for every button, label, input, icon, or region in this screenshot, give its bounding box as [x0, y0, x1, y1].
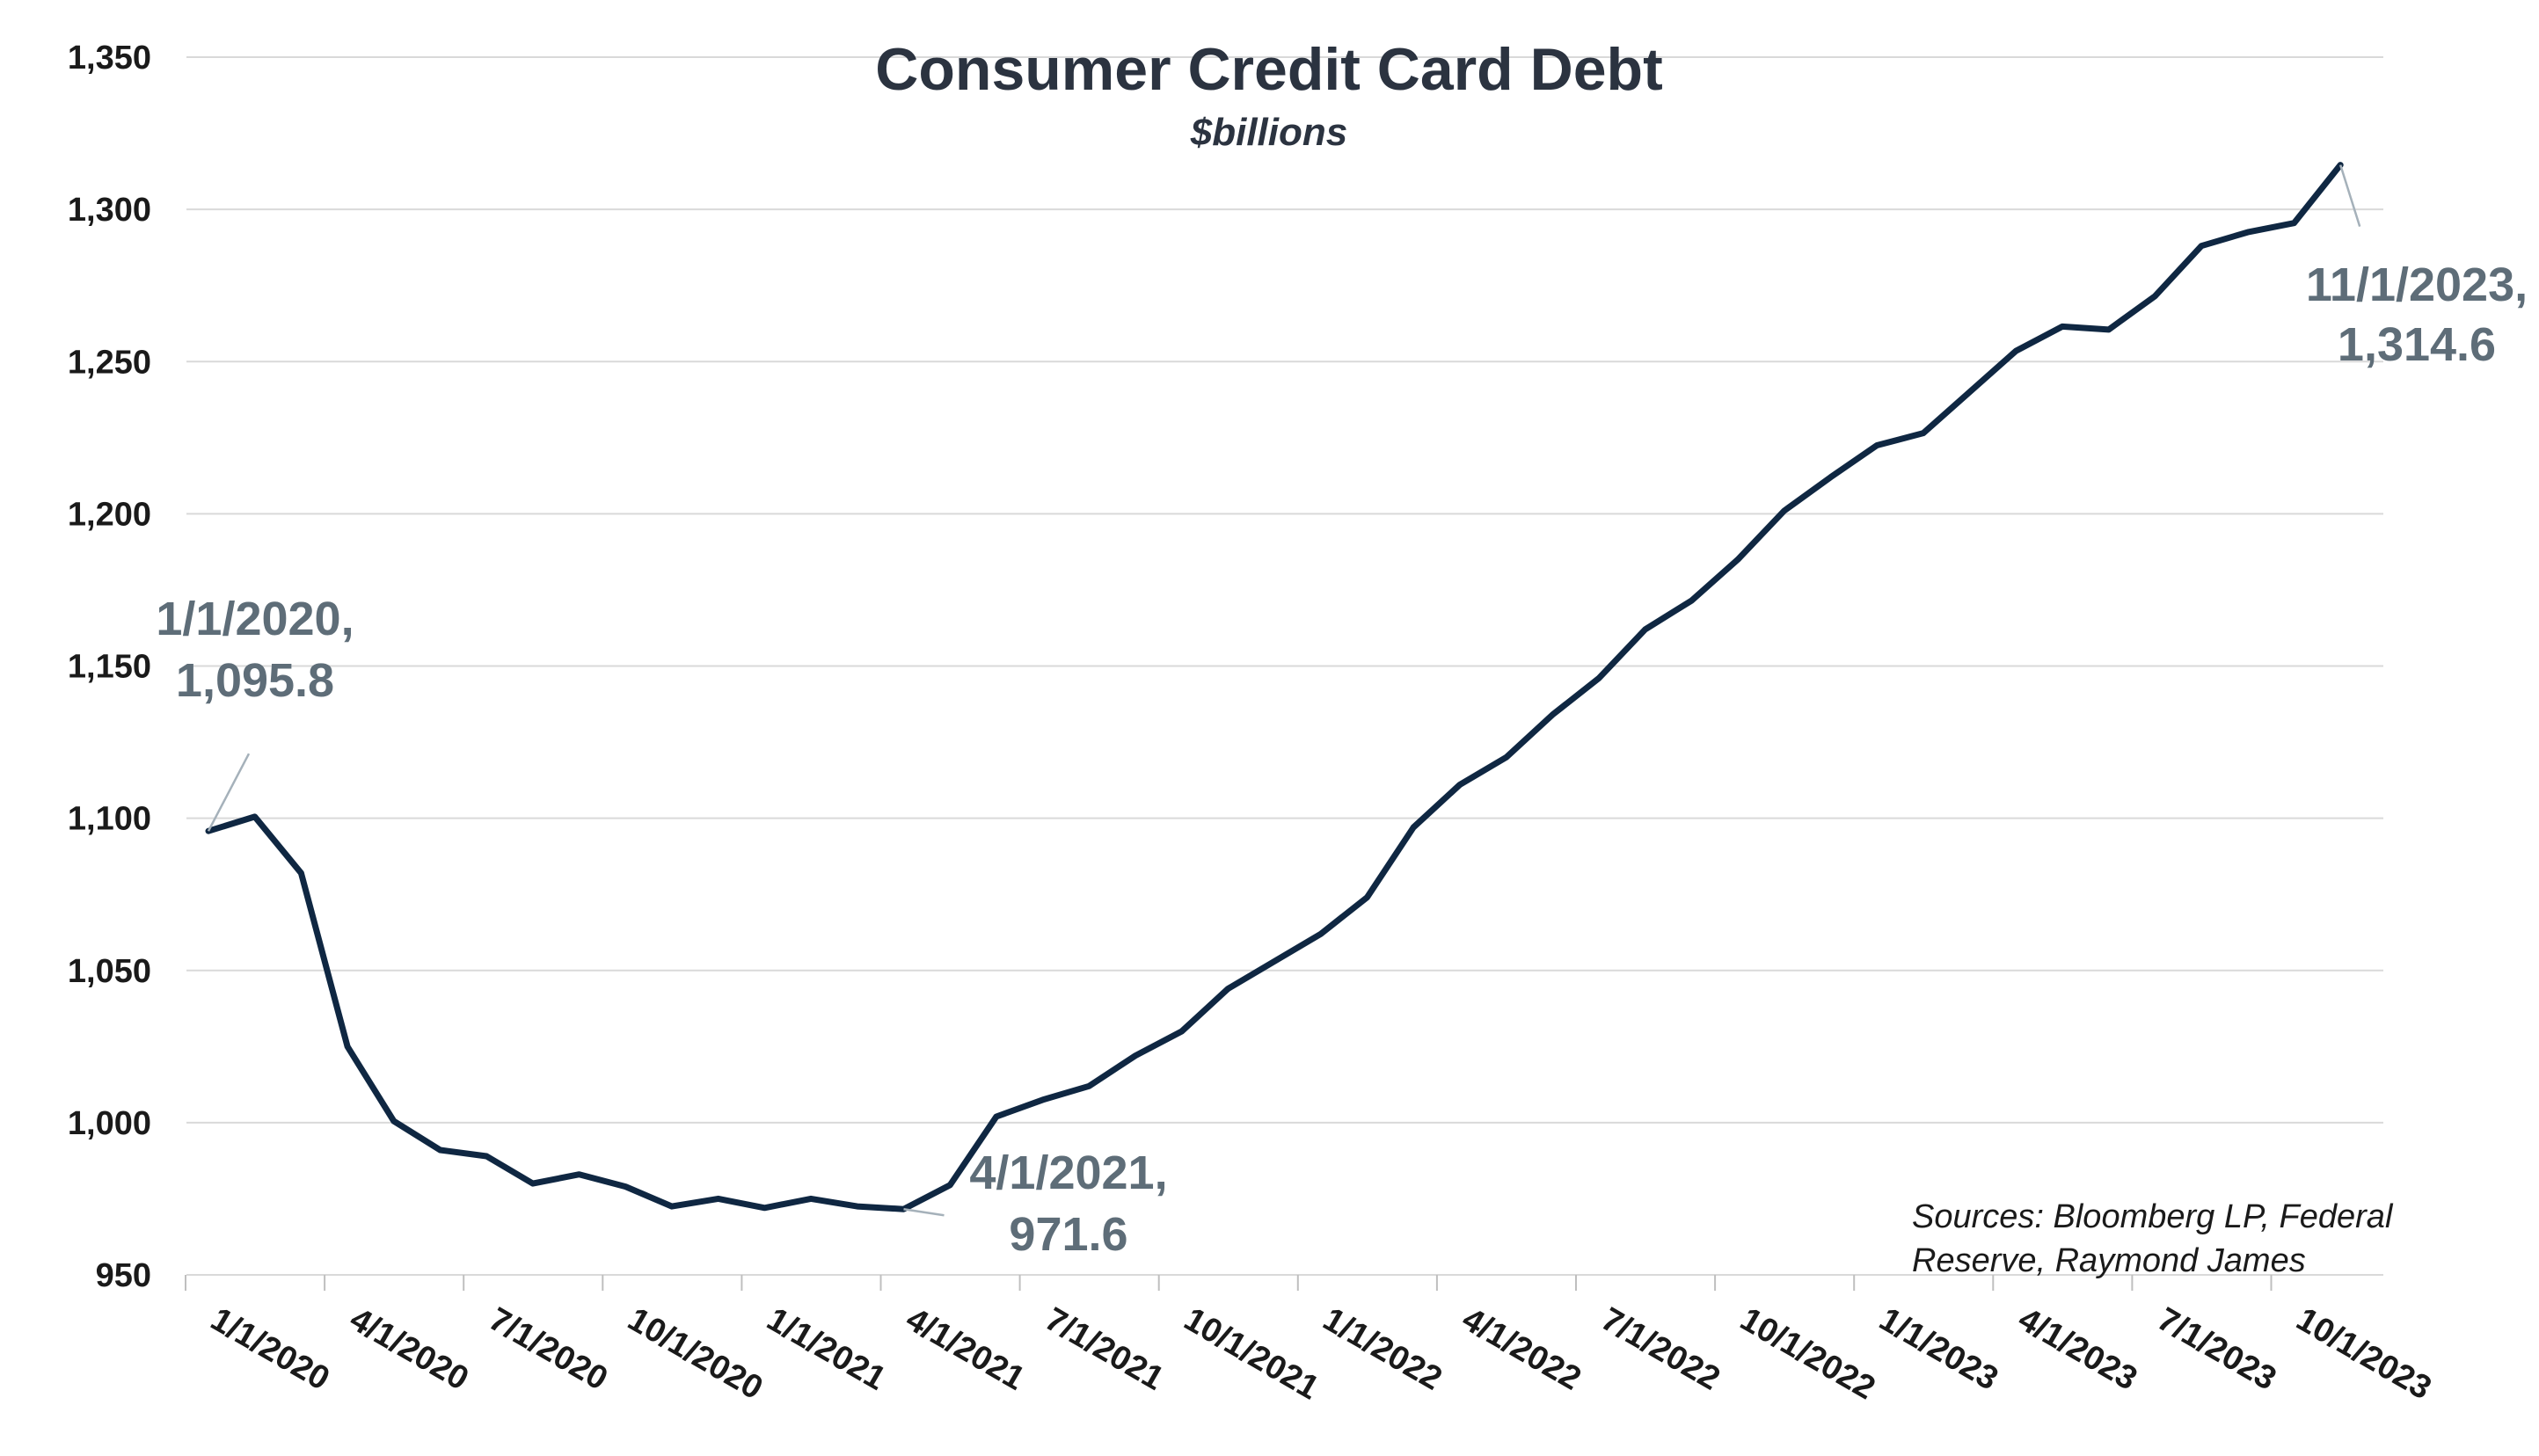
y-tick-label: 1,050: [68, 953, 151, 990]
x-tick-label: 1/1/2023: [1873, 1300, 2004, 1397]
annotation-leaders: [207, 164, 2361, 1217]
x-tick-label: 10/1/2022: [1734, 1300, 1881, 1407]
chart-subtitle: $billions: [1190, 111, 1347, 154]
source-note-line-1: Sources: Bloomberg LP, Federal: [1912, 1198, 2394, 1235]
y-tick-label: 1,150: [68, 649, 151, 686]
gridlines: [186, 56, 2383, 1124]
annotation-leader-line: [2339, 164, 2361, 227]
y-tick-label: 1,250: [68, 344, 151, 381]
x-tick-label: 4/1/2021: [900, 1300, 1031, 1397]
x-tick-label: 1/1/2022: [1317, 1300, 1448, 1397]
y-tick-label: 1,000: [68, 1105, 151, 1142]
x-tick-label: 7/1/2021: [1039, 1300, 1170, 1397]
annotation-leader-line: [207, 753, 251, 832]
credit-card-debt-line: [205, 162, 2344, 1212]
x-tick-label: 4/1/2022: [1456, 1300, 1587, 1397]
annotation-value: 1,314.6: [2338, 318, 2496, 371]
x-tick-label: 4/1/2020: [344, 1300, 475, 1397]
x-tick-label: 7/1/2022: [1595, 1300, 1726, 1397]
y-tick-label: 1,350: [68, 40, 151, 76]
x-tick-label: 10/1/2021: [1178, 1300, 1324, 1407]
series-lines: [205, 162, 2344, 1212]
annotation-value: 971.6: [1009, 1208, 1127, 1261]
x-tick-label: 7/1/2020: [483, 1300, 614, 1397]
x-tick-label: 10/1/2020: [622, 1300, 769, 1407]
x-axis-tick-labels: 1/1/2020 4/1/2020 7/1/2020 10/1/20201/1/202…: [185, 1275, 2437, 1407]
annotation-date: 11/1/2023,: [2306, 258, 2528, 311]
y-tick-label: 1,100: [68, 801, 151, 838]
x-tick-label: 7/1/2023: [2151, 1300, 2282, 1397]
source-note-line-2: Reserve, Raymond James: [1912, 1242, 2306, 1279]
chart-title: Consumer Credit Card Debt: [875, 36, 1662, 103]
x-tick-label: 1/1/2021: [761, 1300, 892, 1397]
annotation-leader-line: [903, 1207, 945, 1217]
x-tick-label: 4/1/2023: [2012, 1300, 2143, 1397]
y-tick-label: 950: [96, 1257, 151, 1294]
x-tick-label: 1/1/2020: [205, 1300, 336, 1397]
annotation-date: 1/1/2020,: [156, 593, 354, 645]
y-tick-label: 1,300: [68, 192, 151, 229]
annotation-date: 4/1/2021,: [969, 1147, 1167, 1199]
annotation-value: 1,095.8: [176, 654, 334, 707]
data-label-annotations: 1/1/2020, 1,095.8 4/1/2021, 971.6 11/1/2023,…: [156, 258, 2528, 1261]
y-tick-label: 1,200: [68, 496, 151, 533]
y-axis-tick-labels: 950 1,000 1,050 1,100 1,150 1,200 1,250 1,300 1,…: [68, 40, 151, 1294]
x-tick-label: 10/1/2023: [2290, 1300, 2437, 1407]
